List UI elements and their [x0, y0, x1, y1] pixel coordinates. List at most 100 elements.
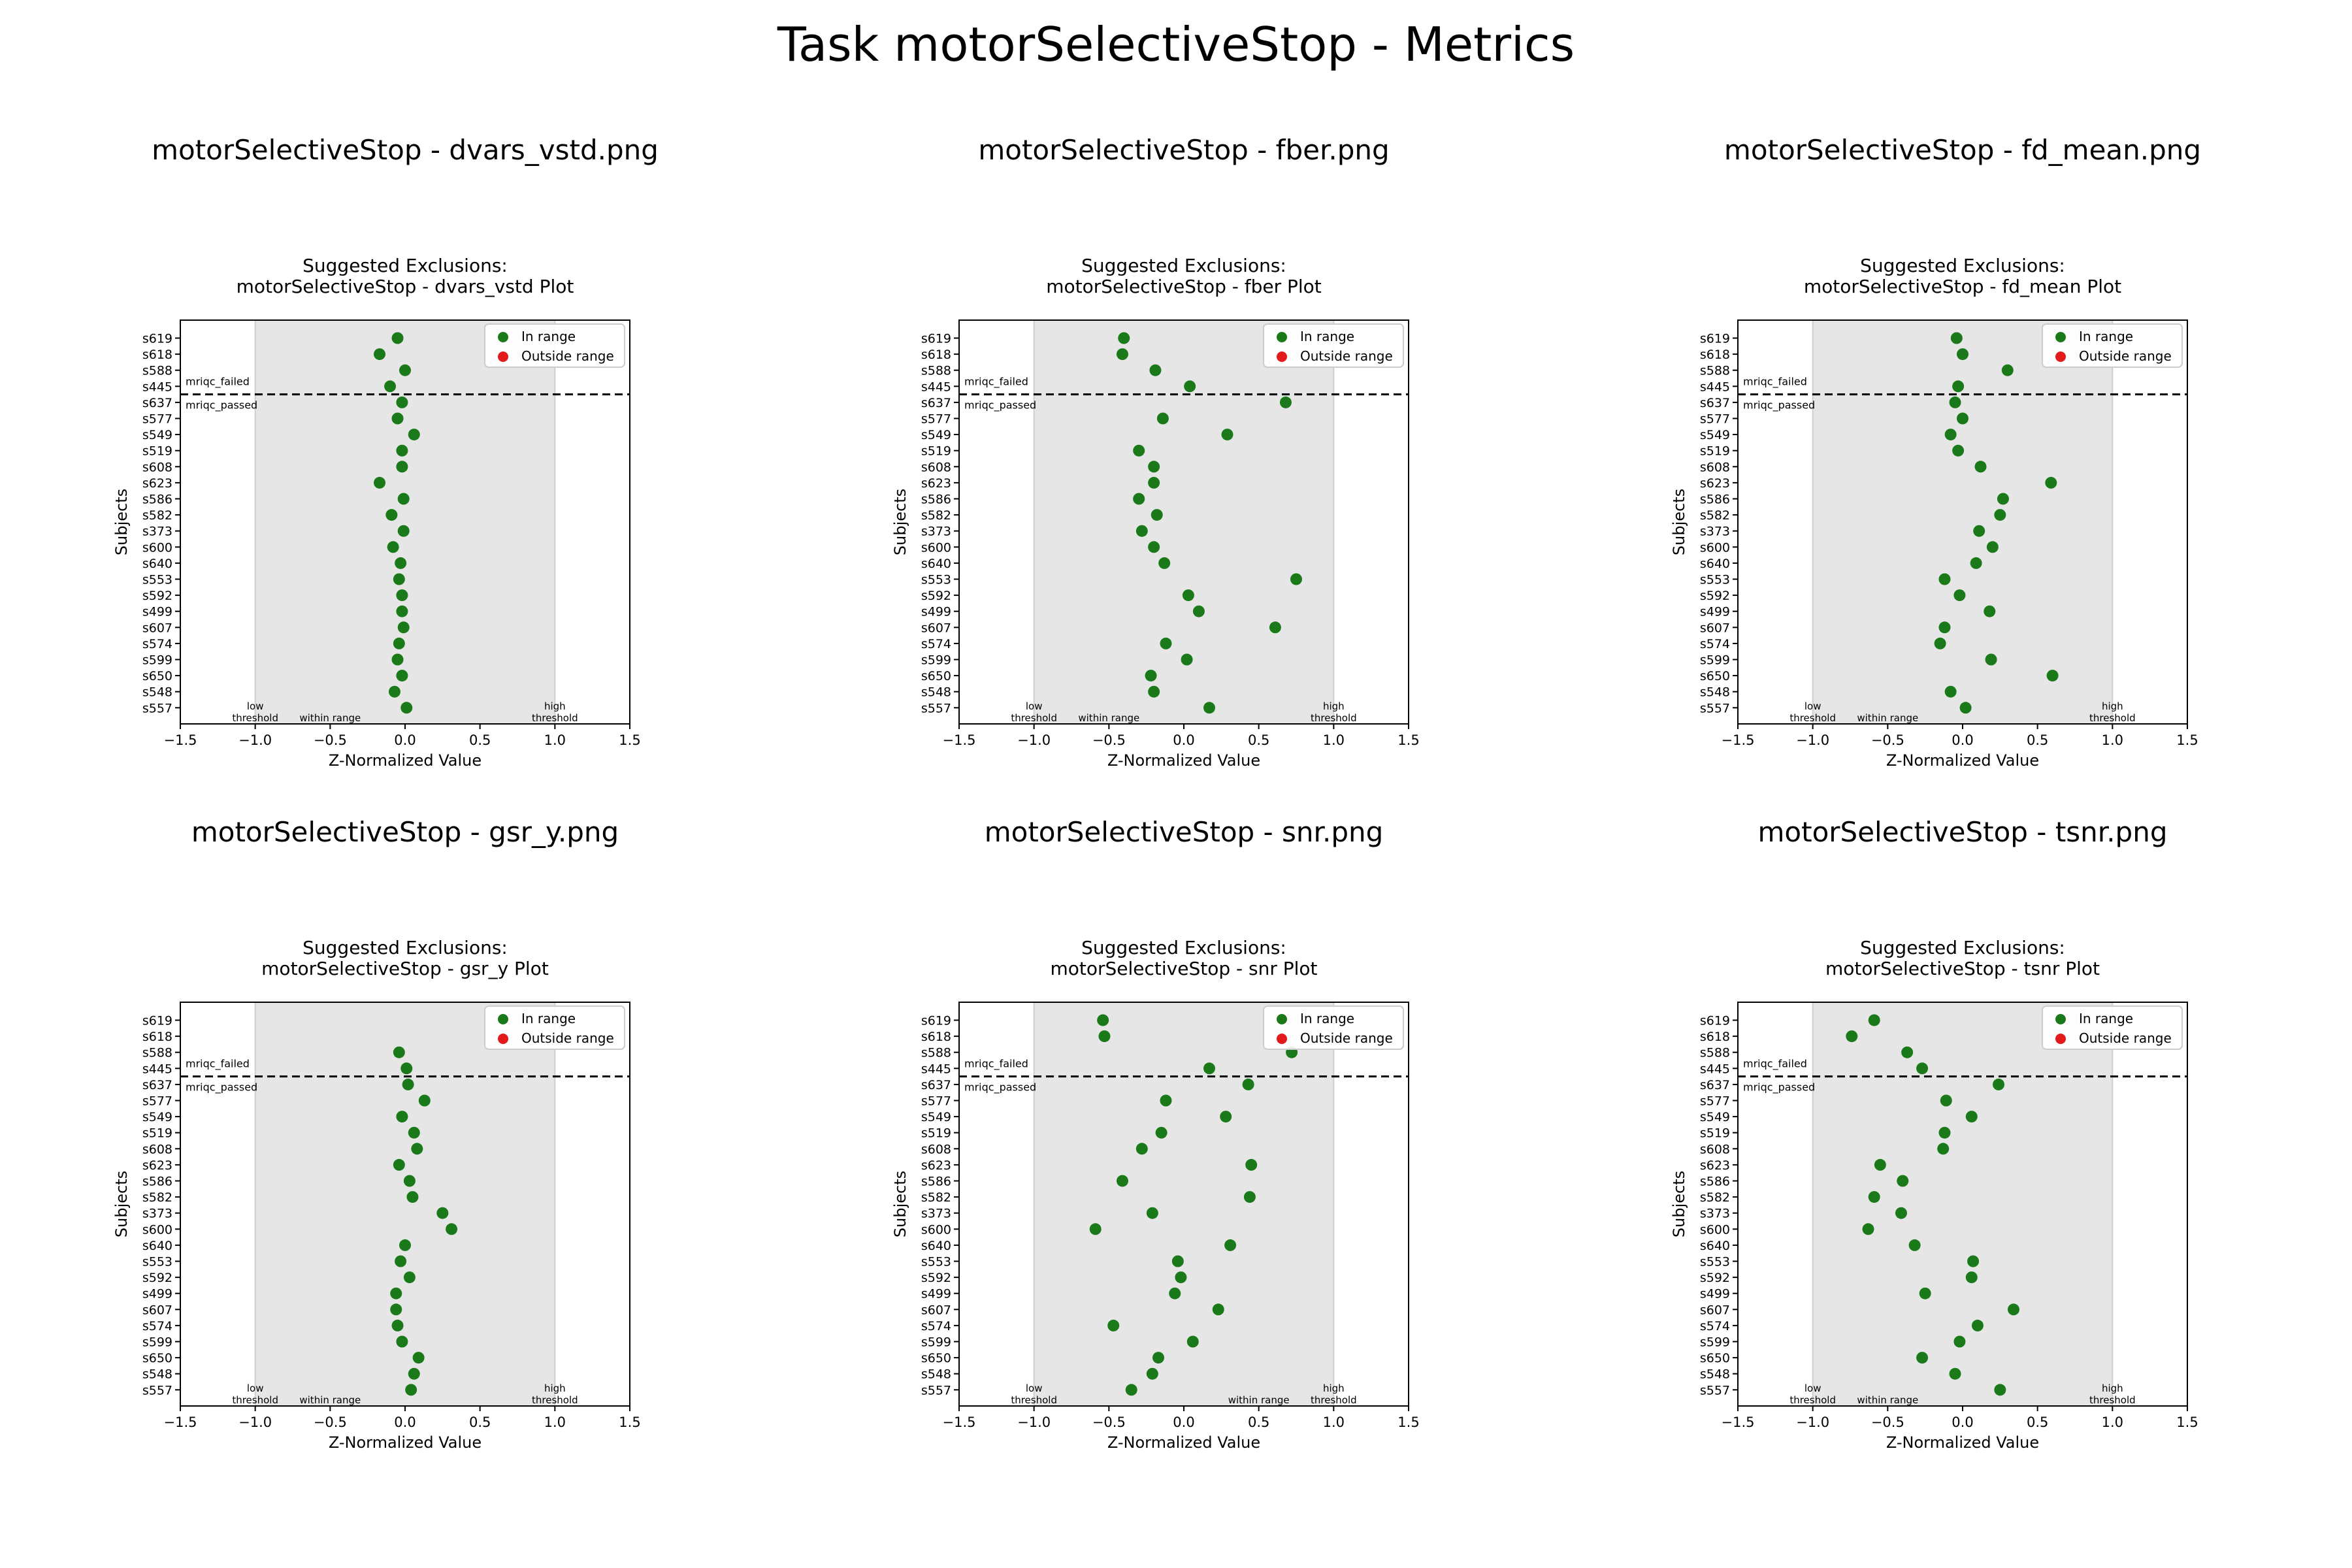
data-point-s588	[399, 364, 411, 376]
y-tick-label-s499: s499	[921, 1287, 951, 1301]
data-point-s582	[1868, 1191, 1880, 1203]
data-point-s637	[1949, 396, 1961, 408]
data-point-s574	[1107, 1319, 1120, 1331]
y-tick-label-s445: s445	[1700, 380, 1730, 394]
y-tick-label-s619: s619	[921, 332, 951, 346]
x-tick-label: −1.5	[943, 732, 976, 748]
within-range-label: within range	[299, 712, 361, 724]
x-axis-label: Z-Normalized Value	[1107, 1433, 1260, 1452]
legend-box	[1263, 1005, 1404, 1050]
data-point-s588	[1901, 1046, 1914, 1058]
data-point-s582	[1151, 509, 1163, 521]
high-threshold-label: high threshold	[532, 1382, 578, 1406]
y-tick-label-s640: s640	[921, 1239, 951, 1253]
x-axis-label: Z-Normalized Value	[1886, 751, 2039, 770]
y-tick-label-s548: s548	[921, 1367, 951, 1382]
y-tick-label-s650: s650	[1700, 669, 1730, 683]
data-point-s553	[395, 1255, 407, 1267]
y-tick-label-s619: s619	[1700, 1014, 1730, 1028]
y-tick-label-s519: s519	[921, 444, 951, 459]
y-tick-label-s619: s619	[142, 1014, 172, 1028]
data-point-s599	[1985, 653, 1997, 666]
data-point-s608	[1135, 1143, 1148, 1155]
data-point-s519	[408, 1126, 420, 1139]
data-point-s549	[1221, 429, 1233, 441]
y-tick-label-s553: s553	[921, 573, 951, 587]
x-axis-label: Z-Normalized Value	[1107, 751, 1260, 770]
data-point-s445	[400, 1062, 413, 1075]
data-point-s499	[1192, 605, 1205, 617]
data-point-s549	[1965, 1111, 1978, 1123]
data-point-s623	[374, 476, 386, 489]
data-point-s574	[1971, 1319, 1984, 1331]
data-point-s592	[403, 1271, 416, 1284]
data-point-s640	[1970, 557, 1982, 569]
data-point-s623	[1245, 1158, 1258, 1171]
y-tick-label-s553: s553	[142, 573, 172, 587]
legend-label-in-range: In range	[521, 329, 576, 344]
x-tick-label: 1.0	[2102, 732, 2123, 748]
legend-label-in-range: In range	[2079, 329, 2133, 344]
data-point-s586	[1897, 1175, 1909, 1187]
x-tick-label: −1.0	[238, 732, 272, 748]
y-tick-label-s650: s650	[142, 669, 172, 683]
x-tick-label: 1.5	[1397, 732, 1419, 748]
y-tick-label-s549: s549	[1700, 428, 1730, 442]
y-tick-label-s373: s373	[142, 1207, 172, 1221]
y-tick-label-s574: s574	[1700, 637, 1730, 651]
data-point-s599	[391, 653, 404, 666]
data-point-s608	[396, 461, 408, 473]
data-point-s592	[1953, 589, 1966, 602]
data-point-s650	[2046, 670, 2059, 682]
legend-box	[1263, 323, 1404, 368]
data-point-s637	[1993, 1078, 2005, 1090]
data-point-s608	[1148, 461, 1160, 473]
data-point-s499	[390, 1287, 402, 1299]
data-point-s586	[397, 493, 410, 505]
y-tick-label-s619: s619	[142, 332, 172, 346]
y-tick-label-s623: s623	[142, 1158, 172, 1173]
legend-box	[2042, 323, 2183, 368]
within-range-label: within range	[299, 1394, 361, 1406]
data-point-s557	[1125, 1384, 1137, 1396]
y-tick-label-s623: s623	[1700, 476, 1730, 491]
low-threshold-label: low threshold	[232, 700, 278, 724]
x-tick-label: −0.5	[1092, 1414, 1126, 1430]
data-point-s586	[1997, 493, 2009, 505]
within-range-band	[1034, 1002, 1334, 1406]
legend-marker-outside-range	[1277, 1034, 1287, 1044]
y-tick-label-s608: s608	[921, 460, 951, 474]
y-tick-label-s549: s549	[142, 428, 172, 442]
data-point-s640	[1158, 557, 1171, 569]
x-tick-label: 0.5	[2027, 1414, 2048, 1430]
high-threshold-label: high threshold	[2089, 1382, 2136, 1406]
y-tick-label-s548: s548	[1700, 1367, 1730, 1382]
data-point-s640	[399, 1239, 411, 1251]
y-tick-label-s577: s577	[142, 412, 172, 427]
data-point-s548	[388, 685, 400, 698]
high-threshold-label: high threshold	[1311, 700, 1357, 724]
legend-label-outside-range: Outside range	[521, 348, 614, 364]
data-point-s373	[1895, 1207, 1907, 1219]
y-tick-label-s607: s607	[142, 621, 172, 635]
y-tick-label-s640: s640	[1700, 1239, 1730, 1253]
x-tick-label: 0.5	[1248, 732, 1269, 748]
panel-title: motorSelectiveStop - fber.png	[978, 134, 1389, 166]
legend-label-outside-range: Outside range	[2079, 1030, 2172, 1046]
data-point-s586	[1116, 1175, 1128, 1187]
x-tick-label: 1.5	[619, 732, 640, 748]
mriqc-passed-label: mriqc_passed	[186, 399, 257, 412]
data-point-s623	[1148, 476, 1160, 489]
y-tick-label-s577: s577	[1700, 1094, 1730, 1109]
x-tick-label: −1.0	[1796, 732, 1829, 748]
y-tick-label-s553: s553	[1700, 1255, 1730, 1269]
data-point-s557	[400, 702, 413, 714]
mriqc-passed-label: mriqc_passed	[1743, 399, 1815, 412]
y-tick-label-s499: s499	[1700, 605, 1730, 619]
data-point-s599	[1181, 653, 1193, 666]
x-axis-label: Z-Normalized Value	[1886, 1433, 2039, 1452]
data-point-s519	[1952, 444, 1965, 457]
legend-label-outside-range: Outside range	[1300, 1030, 1393, 1046]
data-point-s577	[391, 412, 404, 425]
y-tick-label-s588: s588	[142, 364, 172, 378]
